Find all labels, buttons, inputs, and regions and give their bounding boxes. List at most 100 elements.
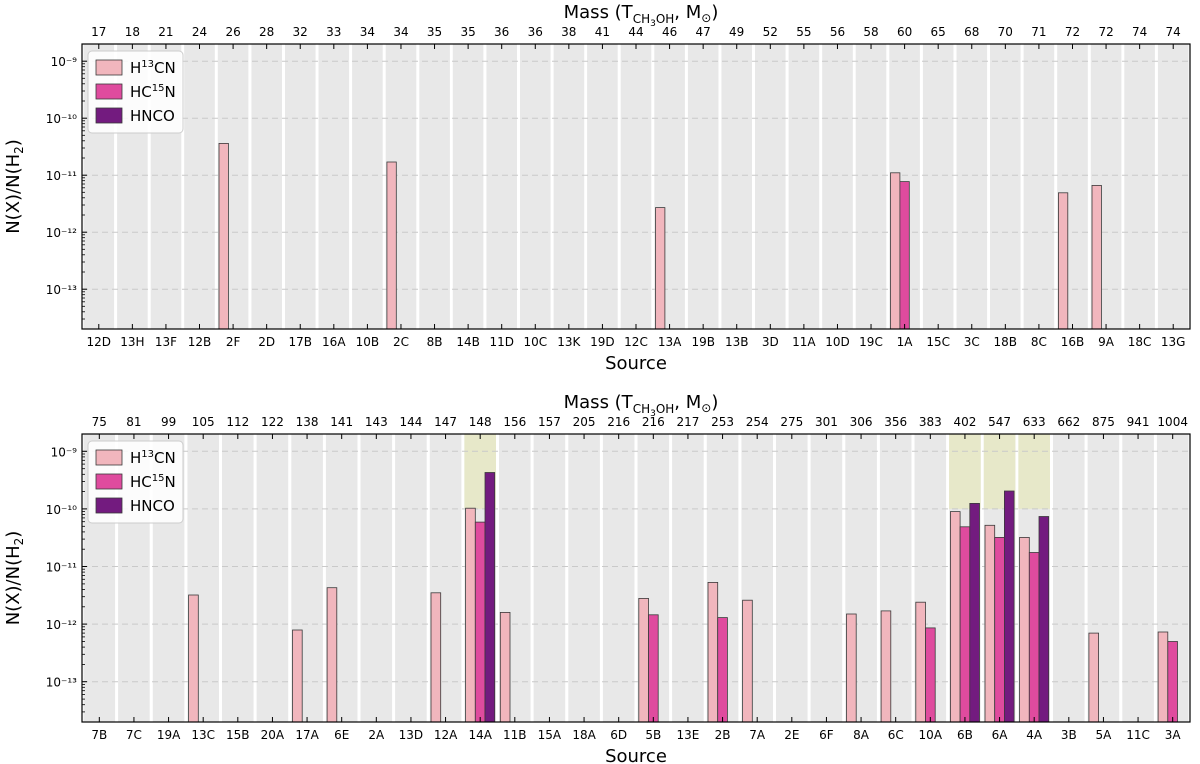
bar-hnco [969,502,980,723]
text-part: 13 [141,59,154,70]
bar-h13cn [984,524,996,723]
category-band [251,44,282,329]
bar-h13cn [638,598,649,723]
mass-tick-label: 46 [662,25,677,39]
text-part: CH [633,402,650,416]
x-tick-label: 16A [322,335,346,349]
bar-hnco [1038,516,1050,723]
x-tick-label: 2E [784,728,799,742]
mass-tick-label: 41 [595,25,610,39]
mass-tick-label: 99 [161,415,176,429]
category-band [602,434,635,722]
text-part: CH [633,12,650,26]
mass-tick-label: 402 [953,415,976,429]
mass-tick-label: 356 [884,415,907,429]
text-part: N(X)/N(H [3,154,24,234]
x-tick-label: 19C [859,335,883,349]
legend-swatch [95,107,123,124]
category-band [1053,434,1085,722]
x-tick-label: 12D [87,335,112,349]
x-tick-label: 13E [676,728,699,742]
category-band [318,44,350,329]
legend-label: HNCO [130,497,175,515]
category-band [285,44,316,329]
x-tick-label: 10D [825,335,850,349]
bar-h13cn [915,601,926,723]
legend-swatch [95,473,123,490]
text-part: H [130,449,141,467]
bar-h13cn [890,172,901,330]
mass-tick-label: 34 [393,25,408,39]
bar-h13cn [1088,632,1100,723]
mass-tick-label: 216 [642,415,665,429]
y-axis-title: N(X)/N(H2) [3,139,26,234]
category-band [822,44,853,329]
mass-tick-label: 74 [1166,25,1181,39]
category-band [452,44,484,329]
bar-h13cn [1058,192,1069,330]
mass-tick-label: 35 [460,25,475,39]
x-tick-label: 8C [1031,335,1047,349]
text-part: HC [130,83,152,101]
mass-tick-label: 28 [259,25,274,39]
text-part: 2 [12,538,26,546]
legend-swatch [95,59,123,76]
mass-tick-label: 74 [1132,25,1147,39]
category-band [687,44,719,329]
x-tick-label: 6E [334,728,349,742]
mass-tick-label: 71 [1031,25,1046,39]
mass-tick-label: 81 [126,415,141,429]
x-tick-label: 9A [1098,335,1115,349]
legend-swatch [95,83,123,100]
text-part: HNCO [130,107,175,125]
x-tick-label: 11B [503,728,527,742]
highlight-band [949,434,981,509]
x-tick-label: 10A [919,728,943,742]
category-band [184,44,215,329]
x-tick-label: 3A [1165,728,1182,742]
category-band [755,44,786,329]
category-band [553,44,585,329]
bar-h13cn [1157,631,1169,723]
mass-tick-label: 24 [192,25,207,39]
mass-tick-label: 60 [897,25,912,39]
text-part: ⊙ [701,11,711,25]
text-part: N(X)/N(H [3,545,24,625]
mass-tick-label: 138 [296,415,319,429]
mass-tick-label: 68 [964,25,979,39]
mass-tick-label: 662 [1057,415,1080,429]
category-band [520,44,551,329]
bar-h13cn [465,507,476,723]
top-axis-title: Mass (TCH3OH, M⊙) [564,2,719,29]
mass-tick-label: 38 [561,25,576,39]
x-tick-label: 19A [157,728,181,742]
mass-tick-label: 875 [1092,415,1115,429]
category-band [1023,44,1055,329]
mass-tick-label: 52 [763,25,778,39]
y-tick-label: 10⁻¹¹ [46,561,77,575]
category-band [788,44,820,329]
bar-h13cn [188,594,199,723]
legend-label: H13CN [130,449,176,467]
bar-h13cn [218,142,229,330]
x-tick-label: 13C [191,728,215,742]
mass-tick-label: 35 [427,25,442,39]
x-tick-label: 13A [658,335,682,349]
text-part: N [165,83,176,101]
bar-hc15n [1167,641,1178,723]
mass-tick-label: 34 [360,25,375,39]
x-tick-label: 12A [434,728,458,742]
mass-tick-label: 275 [780,415,803,429]
mass-tick-label: 36 [494,25,509,39]
category-band [256,434,289,722]
bar-h13cn [430,592,442,723]
x-tick-label: 18C [1128,335,1152,349]
x-tick-label: 13B [725,335,749,349]
category-band [620,44,652,329]
x-tick-label: 19B [691,335,715,349]
category-band [568,434,600,722]
bar-hnco [1004,490,1015,723]
x-axis-title: Source [605,746,667,764]
y-tick-label: 10⁻¹² [46,618,77,632]
